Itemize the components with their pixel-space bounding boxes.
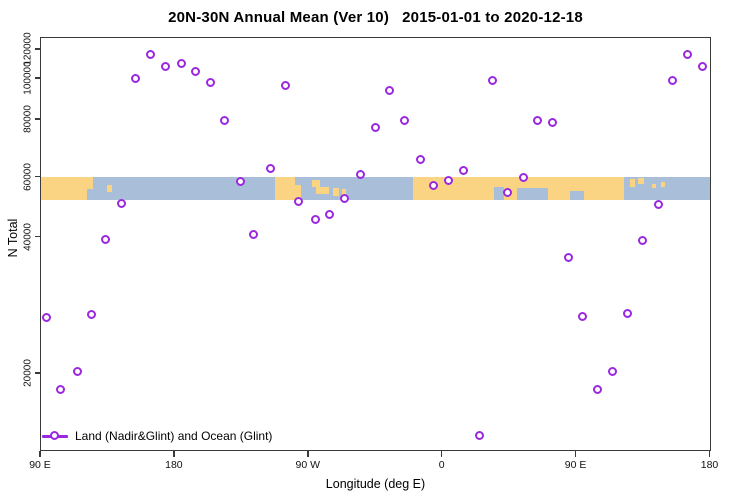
data-point-marker [429,180,438,190]
map-land-patch [333,188,339,197]
map-land-patch [638,177,644,184]
x-tick-label: 0 [438,459,445,471]
y-tick-label: 60000 [22,162,34,191]
data-point-marker [416,155,425,165]
map-land-patch [652,183,656,189]
legend-label: Land (Nadir&Glint) and Ocean (Glint) [75,429,273,443]
data-point-marker [190,66,200,76]
data-point-marker [294,197,304,207]
data-point-marker [400,116,409,125]
x-axis-title: Longitude (deg E) [325,477,426,491]
map-land-patch [41,176,87,200]
data-point-marker [668,75,678,85]
data-point-marker [654,200,663,210]
data-point-marker [101,235,110,244]
data-point-marker [683,49,693,59]
data-point-marker [532,116,542,125]
map-land-patch [630,178,635,188]
map-land-patch [316,187,329,195]
data-point-marker [72,367,82,377]
data-point-marker [311,215,320,224]
data-point-marker [564,253,573,263]
y-axis-title: N Total [6,218,20,258]
map-land-patch [87,176,93,190]
data-point-marker [206,77,215,87]
y-tick-label: 80000 [22,105,34,133]
map-land-patch [107,184,112,192]
legend-marker-icon [50,431,59,440]
data-point-marker [117,199,126,209]
data-point-marker [220,116,229,125]
y-tick-label: 40000 [22,222,34,251]
y-tick-mark [34,175,40,178]
data-point-marker [697,62,707,72]
data-point-marker [475,430,484,440]
map-ocean-patch [570,190,584,200]
x-tick-label: 90 E [564,459,587,471]
chart-title: 20N-30N Annual Mean (Ver 10) 2015-01-01 … [168,9,583,26]
map-land-patch [275,176,295,200]
x-tick-mark [307,451,309,457]
data-point-marker [459,166,468,175]
data-point-marker [266,163,275,173]
data-point-marker [340,194,349,204]
data-point-marker [623,309,633,319]
y-tick-mark [34,118,40,120]
x-tick-label: 180 [700,459,719,471]
data-point-marker [131,73,140,83]
data-point-marker [355,170,365,180]
world-map-strip [41,176,710,200]
data-point-marker [236,176,245,186]
data-point-marker [371,123,380,132]
data-point-marker [592,384,602,394]
x-tick-mark [708,451,711,457]
data-point-marker [548,118,558,128]
x-tick-mark [39,451,41,457]
plot-area [40,37,711,451]
data-point-marker [41,313,51,322]
y-tick-label: 100000 [22,61,34,95]
data-point-marker [56,384,65,394]
data-point-marker [608,366,618,376]
data-point-marker [325,210,334,219]
x-tick-label: 180 [165,459,183,471]
x-tick-label: 90 W [295,459,321,471]
x-tick-label: 90 E [29,459,51,471]
x-tick-mark [440,451,443,457]
map-land-patch [661,182,665,188]
map-ocean-patch [517,188,548,200]
data-point-marker [280,81,290,90]
data-point-marker [146,50,155,59]
data-point-marker [249,230,259,239]
y-tick-mark [34,48,40,50]
x-tick-mark [173,451,175,457]
map-ocean-patch [494,187,504,200]
data-point-marker [502,188,512,198]
y-tick-mark [34,235,40,238]
y-tick-mark [34,372,40,374]
data-point-marker [385,86,394,95]
data-point-marker [86,310,96,319]
y-tick-mark [34,77,40,79]
map-land-patch [295,184,301,200]
data-point-marker [638,236,648,246]
map-land-patch [312,180,320,188]
data-point-marker [488,76,498,86]
x-tick-mark [574,451,577,457]
data-point-marker [577,312,587,322]
map-land-patch [342,189,346,196]
data-point-marker [176,59,186,69]
y-tick-label: 20000 [22,359,34,387]
data-point-marker [519,172,529,182]
data-point-marker [161,62,170,71]
data-point-marker [444,176,454,185]
